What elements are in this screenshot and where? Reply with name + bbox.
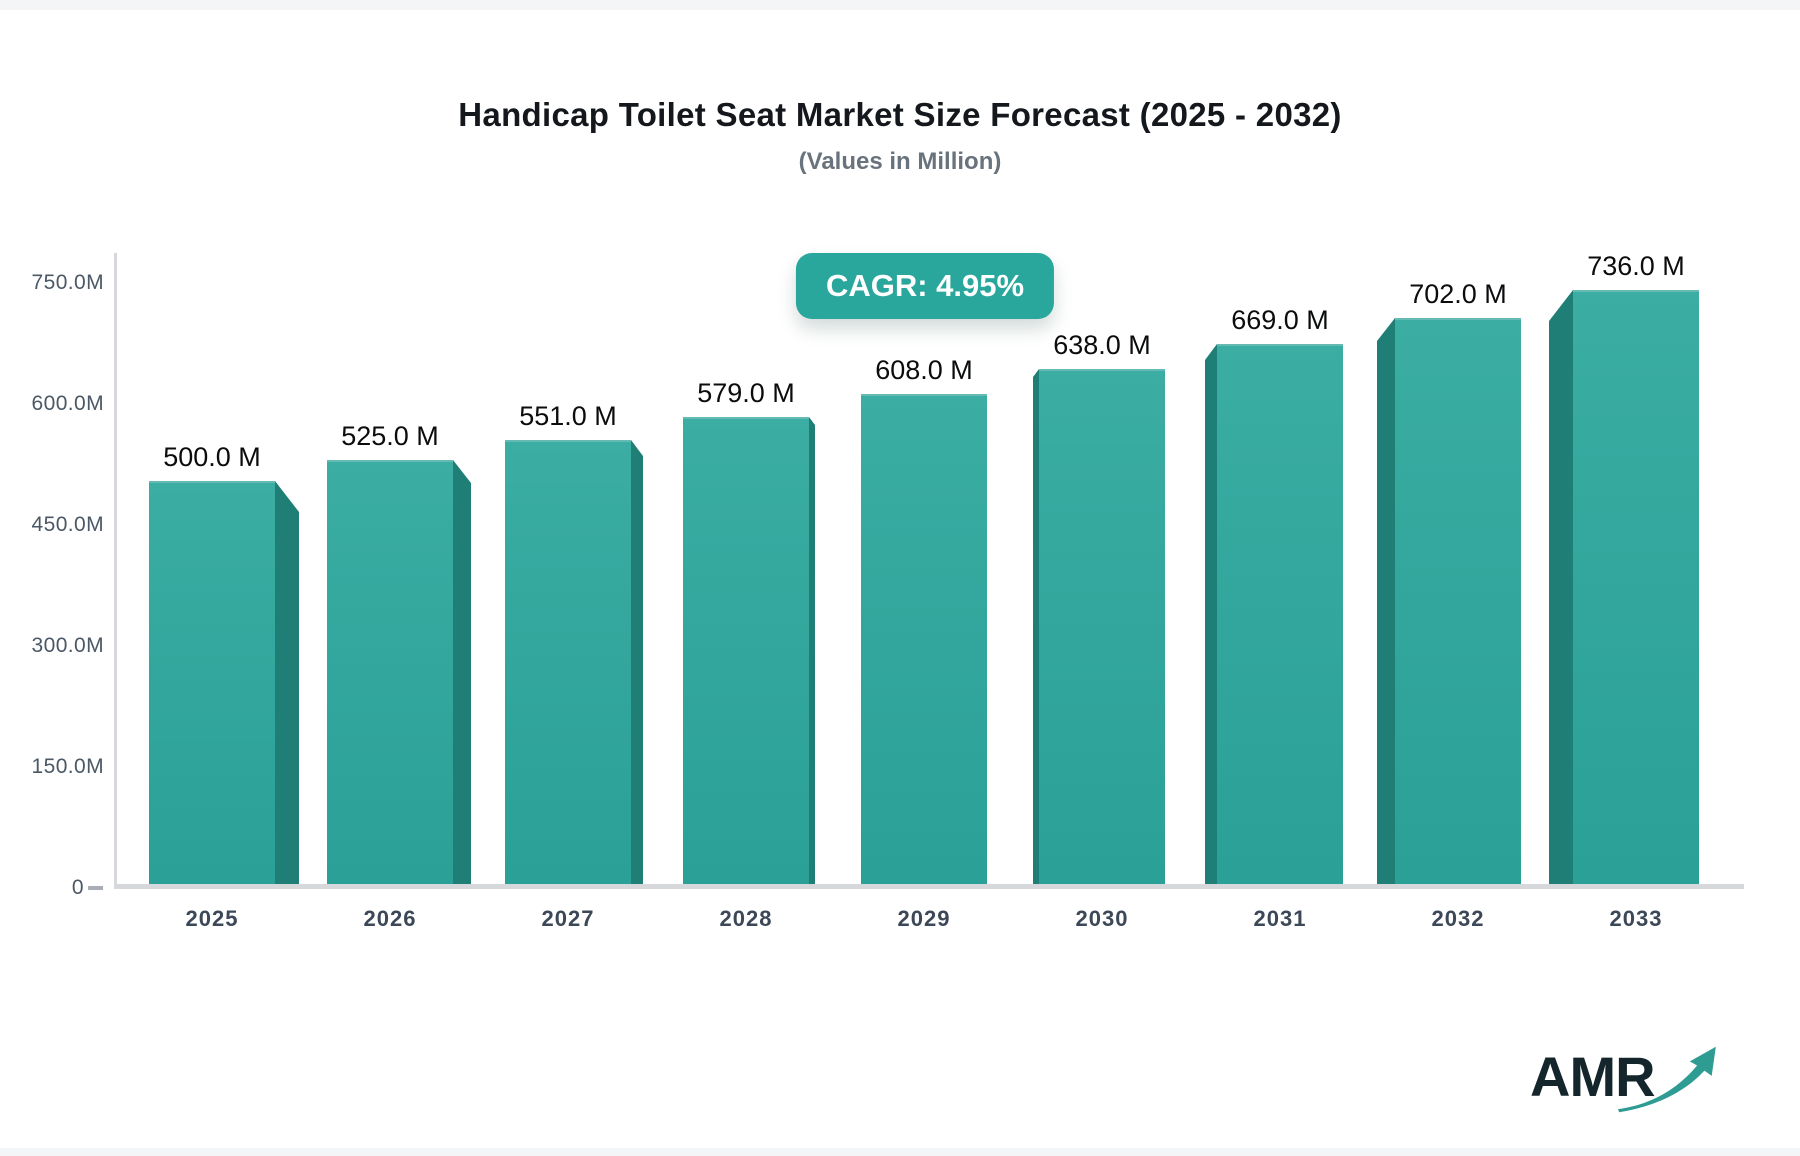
bar-side bbox=[631, 440, 643, 884]
bar-face bbox=[1039, 369, 1165, 884]
x-axis-label: 2026 bbox=[363, 906, 417, 931]
x-axis-label: 2033 bbox=[1609, 906, 1663, 931]
y-axis-label: 0 bbox=[71, 876, 84, 899]
y-axis-label: 750.0M bbox=[31, 271, 104, 294]
x-axis-label: 2032 bbox=[1431, 906, 1485, 931]
x-axis-label: 2025 bbox=[185, 906, 239, 931]
x-axis-label: 2030 bbox=[1075, 906, 1129, 931]
growth-arrow-icon bbox=[1618, 1046, 1716, 1113]
bar-face bbox=[505, 440, 631, 884]
bar-group[interactable] bbox=[327, 460, 471, 884]
bar-chart: 750.0M 600.0M 450.0M 300.0M 150.0M 0 500.0 M 20… bbox=[0, 10, 1800, 1148]
chart-card: Handicap Toilet Seat Market Size Forecas… bbox=[0, 10, 1800, 1148]
amr-logo-text: AMR bbox=[1530, 1045, 1656, 1108]
bar-side bbox=[275, 481, 299, 884]
bar-value-label: 525.0 M bbox=[341, 421, 439, 451]
bar-side bbox=[1033, 369, 1039, 884]
chart-subtitle: (Values in Million) bbox=[798, 148, 1002, 175]
bar-face bbox=[1395, 318, 1521, 884]
bar-value-label: 669.0 M bbox=[1231, 305, 1329, 335]
y-axis-label: 600.0M bbox=[31, 392, 104, 415]
cagr-badge: CAGR: 4.95% bbox=[795, 253, 1055, 319]
x-axis-label: 2029 bbox=[897, 906, 951, 931]
y-axis-line bbox=[114, 253, 117, 889]
bar-value-label: 551.0 M bbox=[519, 401, 617, 431]
bar-side bbox=[809, 417, 815, 884]
zero-tick bbox=[88, 886, 103, 890]
bar-group[interactable] bbox=[1549, 290, 1699, 884]
bar-face bbox=[861, 394, 987, 884]
x-axis-line bbox=[114, 884, 1744, 889]
chart-title: Handicap Toilet Seat Market Size Forecas… bbox=[458, 96, 1342, 133]
bar-value-label: 579.0 M bbox=[697, 378, 795, 408]
bar-side bbox=[1205, 344, 1217, 884]
bar-group[interactable] bbox=[683, 417, 815, 884]
x-axis-label: 2031 bbox=[1253, 906, 1307, 931]
y-axis-label: 150.0M bbox=[31, 755, 104, 778]
y-axis-label: 450.0M bbox=[31, 513, 104, 536]
bar-group[interactable] bbox=[505, 440, 643, 884]
bar-group[interactable] bbox=[1205, 344, 1343, 884]
bar-value-label: 736.0 M bbox=[1587, 251, 1685, 281]
bar-value-label: 638.0 M bbox=[1053, 330, 1151, 360]
bar-group[interactable] bbox=[861, 394, 987, 884]
bar-group[interactable] bbox=[1377, 318, 1521, 884]
bar-side bbox=[453, 460, 471, 884]
bar-group[interactable] bbox=[1033, 369, 1165, 884]
bar-face bbox=[149, 481, 275, 884]
bar-group[interactable] bbox=[149, 481, 299, 884]
y-axis-label: 300.0M bbox=[31, 634, 104, 657]
bar-face bbox=[683, 417, 809, 884]
bar-value-label: 608.0 M bbox=[875, 355, 973, 385]
bar-value-label: 702.0 M bbox=[1409, 279, 1507, 309]
amr-logo: AMR bbox=[1530, 1040, 1720, 1120]
bar-side bbox=[1549, 290, 1573, 884]
bar-face bbox=[1573, 290, 1699, 884]
x-axis-label: 2028 bbox=[719, 906, 773, 931]
bar-face bbox=[327, 460, 453, 884]
x-axis-label: 2027 bbox=[541, 906, 595, 931]
bar-side bbox=[1377, 318, 1395, 884]
bar-value-label: 500.0 M bbox=[163, 442, 261, 472]
bar-face bbox=[1217, 344, 1343, 884]
